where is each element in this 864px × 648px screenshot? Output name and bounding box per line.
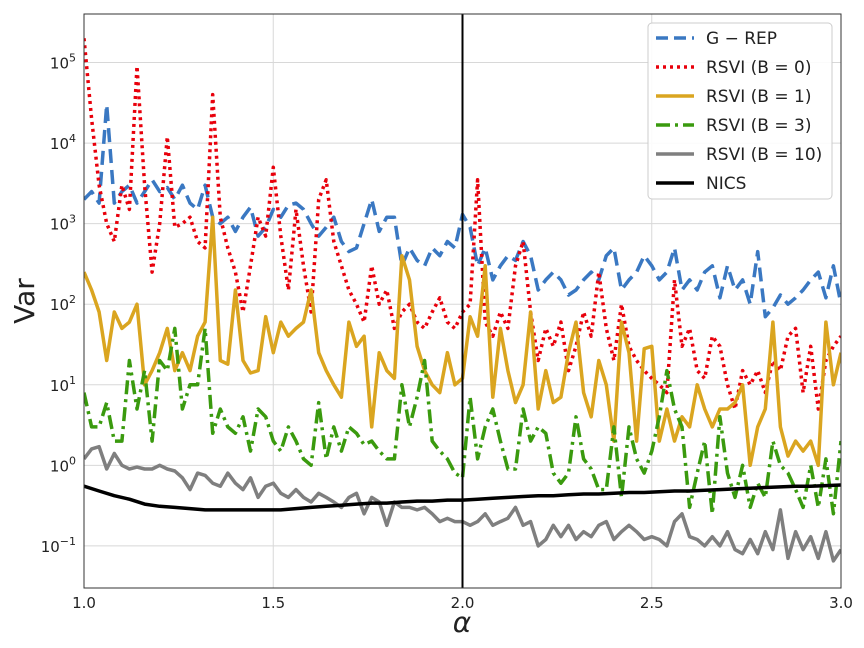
x-tick-label: 2.5 [640, 594, 664, 612]
legend-label-rsvi3: RSVI (B = 3) [706, 116, 811, 136]
legend-label-nics: NICS [706, 174, 746, 194]
y-axis-title: Var [8, 278, 41, 324]
y-tick-label: 101 [50, 374, 76, 395]
x-tick-label: 3.0 [829, 594, 853, 612]
y-tick-label: 105 [50, 52, 76, 73]
x-tick-label: 2.0 [451, 594, 475, 612]
series-line-rsvi3 [84, 326, 841, 516]
x-axis-title: α [453, 606, 472, 639]
legend-label-grep: G − REP [706, 29, 777, 49]
x-tick-label: 1.5 [261, 594, 285, 612]
x-tick-label: 1.0 [72, 594, 96, 612]
y-tick-label: 103 [50, 213, 76, 234]
legend-label-rsvi10: RSVI (B = 10) [706, 145, 822, 165]
legend-label-rsvi0: RSVI (B = 0) [706, 58, 811, 78]
legend-label-rsvi1: RSVI (B = 1) [706, 87, 811, 107]
y-tick-labels: 10−1 100 101 102 103 104 105 [41, 52, 76, 556]
plot-frame [83, 13, 842, 589]
legend: G − REP RSVI (B = 0) RSVI (B = 1) RSVI (B =… [647, 22, 833, 200]
y-tick-label: 100 [50, 454, 76, 475]
y-tick-label: 102 [50, 293, 76, 314]
legend-box [647, 22, 833, 200]
y-tick-label: 104 [50, 132, 76, 153]
x-tick-labels: 1.0 1.5 2.0 2.5 3.0 [72, 594, 853, 612]
y-tick-label: 10−1 [41, 535, 76, 556]
